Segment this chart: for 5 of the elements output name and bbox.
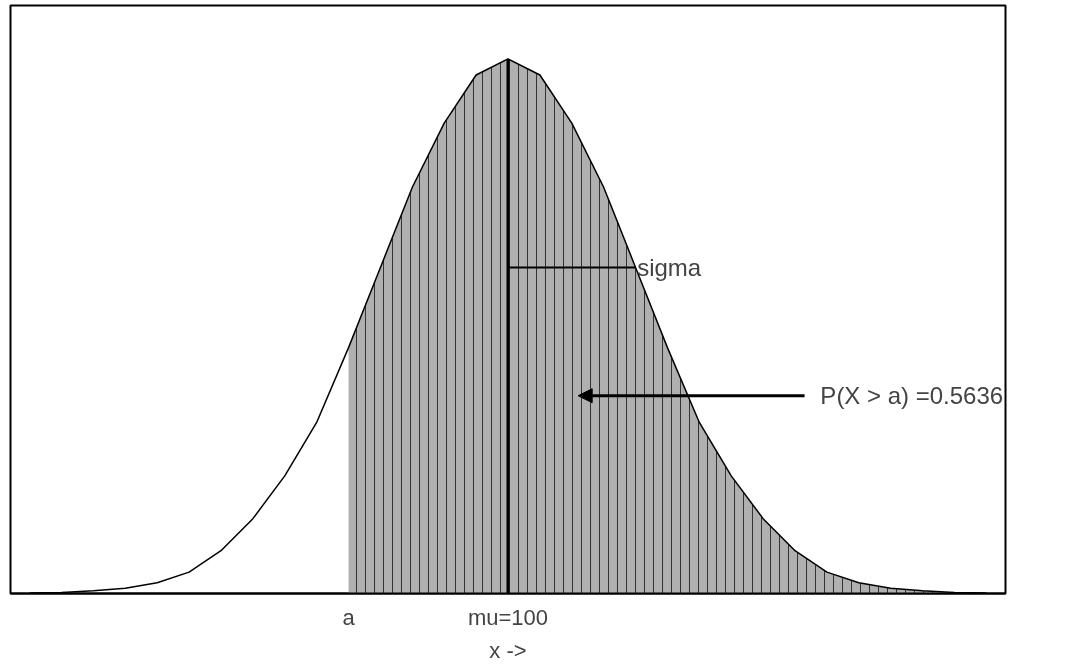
x-tick-label: a [342, 604, 356, 630]
annotation: P(X > a) =0.5636 [820, 382, 1004, 410]
x-tick-label: mu=100 [467, 604, 549, 630]
x-axis-title: x -> [489, 637, 527, 663]
annotation: sigma [637, 253, 702, 281]
